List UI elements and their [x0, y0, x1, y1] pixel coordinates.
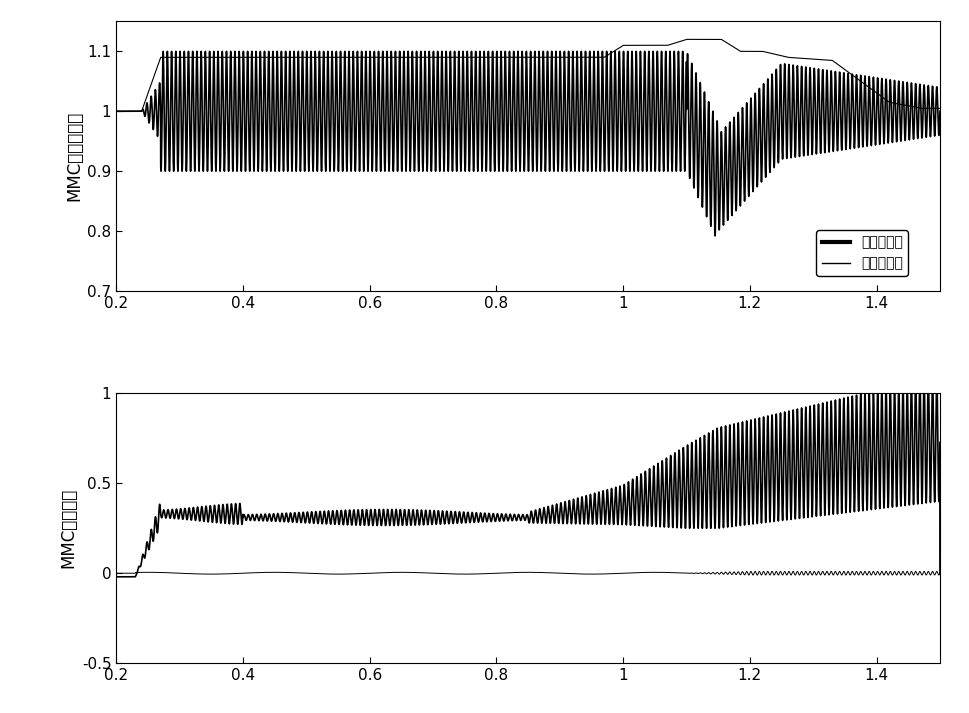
半桥子模块 [881, 96, 892, 105]
半桥子模块 [609, 46, 620, 55]
半桥子模块 [316, 53, 328, 61]
全桥子模块 [110, 107, 122, 116]
半桥子模块 [680, 35, 692, 43]
半桥子模块 [110, 107, 122, 116]
Y-axis label: MMC桥臂电流: MMC桥臂电流 [60, 488, 78, 568]
全桥子模块 [709, 232, 721, 240]
Legend: 全桥子模块, 半桥子模块: 全桥子模块, 半桥子模块 [817, 230, 908, 276]
全桥子模块 [316, 167, 328, 175]
全桥子模块 [934, 107, 946, 116]
Line: 半桥子模块: 半桥子模块 [116, 39, 940, 111]
全桥子模块 [500, 71, 512, 80]
半桥子模块 [640, 41, 651, 50]
半桥子模块 [500, 53, 512, 61]
全桥子模块 [640, 58, 651, 66]
半桥子模块 [701, 35, 712, 43]
全桥子模块 [881, 86, 892, 94]
全桥子模块 [267, 47, 279, 56]
全桥子模块 [701, 197, 712, 205]
全桥子模块 [609, 71, 620, 80]
Line: 全桥子模块: 全桥子模块 [116, 51, 940, 236]
Y-axis label: MMC子模块电压: MMC子模块电压 [65, 111, 83, 201]
半桥子模块 [934, 104, 946, 113]
